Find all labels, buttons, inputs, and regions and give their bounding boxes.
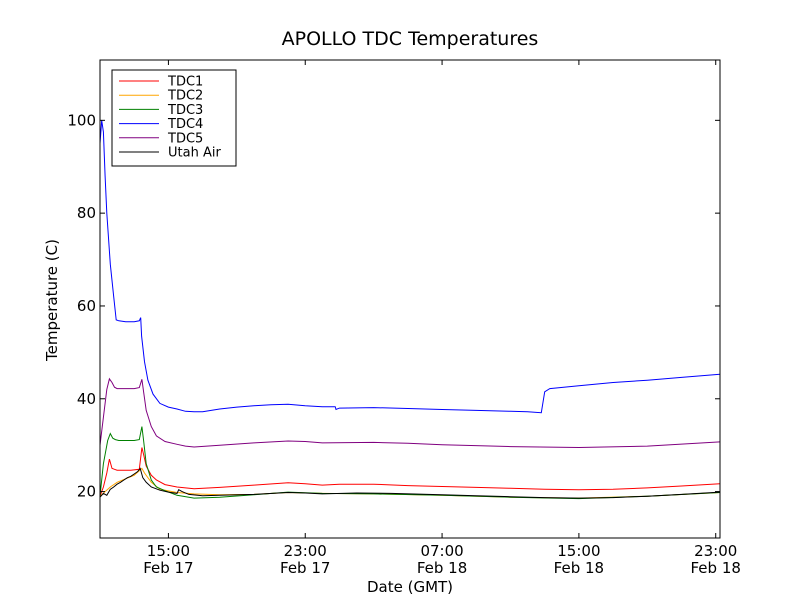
x-tick-label-date: Feb 18 <box>554 559 604 577</box>
x-axis-label: Date (GMT) <box>367 578 453 596</box>
legend-label-tdc3: TDC3 <box>167 103 203 118</box>
y-axis-label: Temperature (C) <box>43 239 61 362</box>
x-tick-label-time: 23:00 <box>284 542 327 560</box>
x-tick-label-date: Feb 18 <box>691 559 741 577</box>
y-tick-label: 80 <box>77 204 96 222</box>
series-line-tdc5 <box>99 377 721 449</box>
y-tick-label: 60 <box>77 297 96 315</box>
legend-label-utah-air: Utah Air <box>168 146 221 161</box>
legend-box <box>111 69 237 167</box>
series-line-utah-air <box>99 467 721 499</box>
legend-label-tdc1: TDC1 <box>167 75 203 90</box>
series-line-tdc1 <box>99 447 721 497</box>
x-tick-label-date: Feb 17 <box>280 559 330 577</box>
x-tick-label-date: Feb 18 <box>417 559 467 577</box>
x-tick-label-time: 15:00 <box>147 542 190 560</box>
y-tick-label: 20 <box>77 483 96 501</box>
legend-label-tdc2: TDC2 <box>167 89 203 104</box>
legend-label-tdc4: TDC4 <box>167 117 203 132</box>
series-line-tdc3 <box>99 426 721 500</box>
y-tick-label: 100 <box>67 111 96 129</box>
plot-frame <box>99 59 721 539</box>
x-tick-label-time: 15:00 <box>557 542 600 560</box>
series-line-tdc4 <box>99 120 721 414</box>
x-tick-label-time: 07:00 <box>420 542 463 560</box>
x-tick-label-time: 23:00 <box>694 542 737 560</box>
y-tick-label: 40 <box>77 390 96 408</box>
legend-label-tdc5: TDC5 <box>167 131 203 146</box>
x-tick-label-date: Feb 17 <box>143 559 193 577</box>
series-layer <box>99 120 721 500</box>
chart-title: APOLLO TDC Temperatures <box>282 28 539 50</box>
